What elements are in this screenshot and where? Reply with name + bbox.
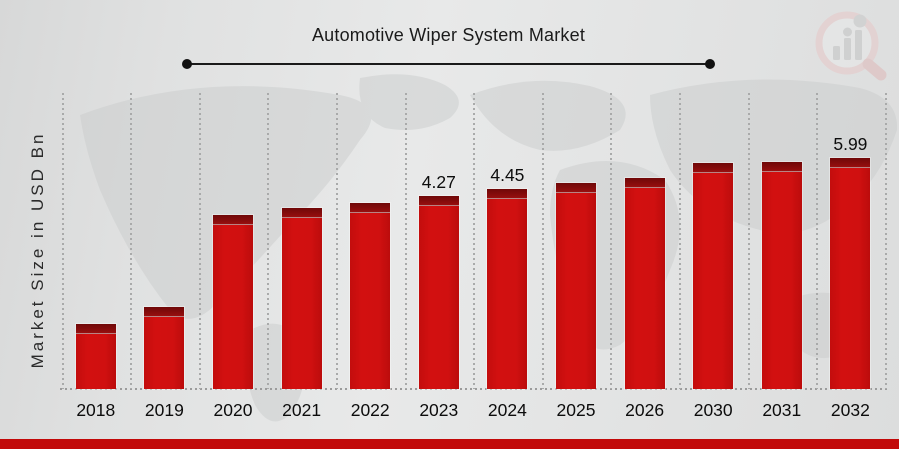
page-title: Automotive Wiper System Market [311,25,586,45]
gridline [610,93,613,389]
bar-cap [693,163,734,173]
x-tick-label: 2023 [419,400,459,420]
gridline [404,93,407,389]
bar [350,203,391,389]
gridline [541,93,544,389]
x-tick-label: 2020 [213,400,253,420]
gridline [678,93,681,389]
bar [487,189,528,389]
x-tick-label: 2026 [625,400,665,420]
x-tick-label: 2025 [556,400,596,420]
bar [144,307,185,389]
x-tick-label: 2018 [76,400,116,420]
bar-cap [213,215,253,225]
footer-accent-bar [0,439,899,449]
bar [556,183,596,389]
bar [281,208,322,389]
bar [830,158,871,389]
gridline [747,93,750,389]
gridline [267,93,270,389]
bar [75,324,116,389]
gridline [130,93,133,389]
x-tick-label: 2030 [693,400,733,420]
bar [213,215,253,389]
bar-value-label: 5.99 [833,134,868,154]
bar-cap [830,158,871,168]
bar-cap [75,324,116,334]
title-underline [182,59,715,69]
bar [761,162,802,389]
bar-cap [487,189,528,199]
bar-value-label: 4.45 [490,165,525,185]
gridline [61,93,64,389]
bar-cap [761,162,802,172]
x-tick-label: 2032 [830,400,870,420]
gridline [884,93,887,389]
bar-cap [281,208,322,218]
gridline [335,93,338,389]
gridline [816,93,819,389]
bar-cap [350,203,391,213]
bar-cap [418,196,459,206]
bar-cap [556,183,596,193]
bar [418,196,459,389]
x-tick-label: 2021 [282,400,322,420]
magnifier-chart-logo-icon [815,11,887,81]
x-tick-label: 2022 [350,400,390,420]
x-tick-label: 2031 [762,400,802,420]
bar [693,163,734,389]
bar [624,178,665,389]
gridline [473,93,476,389]
bar-cap [144,307,185,317]
x-tick-label: 2024 [487,400,527,420]
bar-value-label: 4.27 [421,172,456,192]
x-tick-label: 2019 [144,400,184,420]
x-axis-baseline [60,388,887,390]
bar-cap [624,178,665,188]
gridline [198,93,201,389]
